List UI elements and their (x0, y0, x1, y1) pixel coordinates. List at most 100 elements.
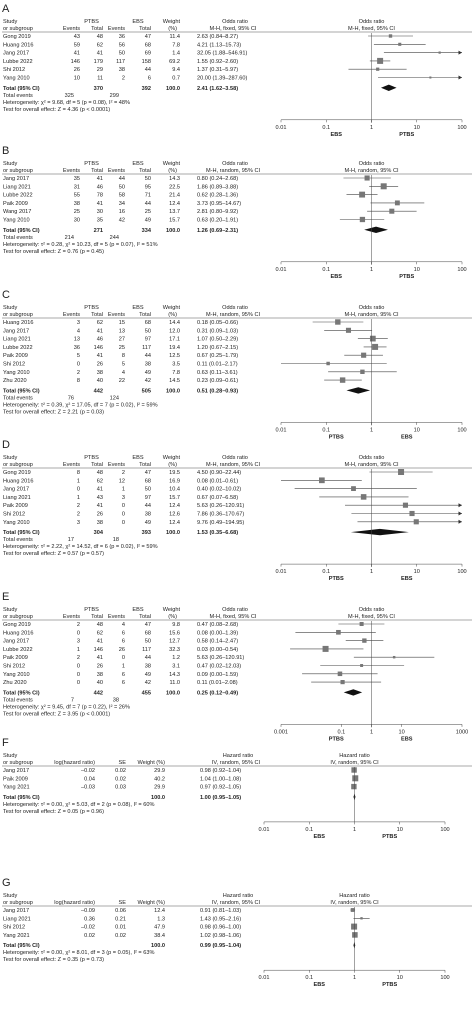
events-2: 4 (122, 370, 125, 376)
events-2: 0 (122, 655, 125, 661)
favours-right-label: EBS (401, 576, 413, 582)
events-1: 55 (74, 193, 80, 199)
total-n2: 455 (142, 690, 151, 696)
panel-letter: E (2, 591, 9, 603)
study-header: Study (3, 19, 18, 25)
events-2: 12 (119, 478, 125, 484)
total-2: 49 (145, 672, 151, 678)
total-1: 38 (97, 520, 103, 526)
total-1: 38 (97, 672, 103, 678)
total-1: 48 (97, 34, 103, 40)
effect-ci: 0.11 (0.01–2.08) (197, 680, 238, 686)
x-tick-label: 1 (370, 125, 373, 131)
panel-letter: G (2, 877, 11, 889)
study-header: Study (3, 161, 18, 167)
total-2: 47 (145, 34, 151, 40)
study-name: Shi 2012 (3, 925, 25, 931)
study-name: Wang 2017 (3, 209, 31, 215)
total-2: 38 (145, 362, 151, 368)
point-estimate (388, 34, 393, 38)
effect-ci: 0.03 (0.00–0.54) (197, 647, 238, 653)
point-estimate (335, 319, 341, 325)
total-2: 38 (145, 512, 151, 518)
total-1: 41 (97, 51, 103, 57)
effect-header: Odds ratio (222, 305, 248, 311)
events-1: 35 (74, 176, 80, 182)
total-events-1: 17 (68, 537, 74, 543)
events-1: 0 (77, 362, 80, 368)
point-estimate (351, 767, 357, 773)
events-header: Events (108, 26, 125, 32)
effect-header-sub: M-H, random, 95% CI (206, 168, 261, 174)
plot-header: Hazard ratio (339, 753, 369, 759)
favours-right-label: PTBS (382, 834, 397, 840)
point-estimate (394, 200, 400, 206)
x-tick-label: 1 (353, 827, 356, 833)
total-2: 68 (145, 478, 151, 484)
total-events-label: Total events (3, 395, 33, 401)
events-1: 10 (74, 76, 80, 82)
x-tick-label: 0.1 (322, 267, 330, 273)
events-1: 1 (77, 647, 80, 653)
events-1: 0 (77, 664, 80, 670)
events-1: 2 (77, 370, 80, 376)
point-estimate (398, 469, 405, 475)
ci-arrow (458, 75, 462, 80)
total-2: 71 (145, 193, 151, 199)
events-header: Events (108, 168, 125, 174)
events-header: Events (63, 26, 80, 32)
events-2: 0 (122, 512, 125, 518)
point-estimate (377, 57, 384, 64)
effect-ci: 4.50 (0.90–22.44) (197, 470, 241, 476)
effect-ci: 2.81 (0.80–9.92) (197, 209, 238, 215)
study-name: Paik 2009 (3, 503, 28, 509)
point-estimate (362, 638, 367, 643)
events-2: 6 (122, 680, 125, 686)
x-tick-label: 1000 (456, 729, 468, 735)
events-1: 31 (74, 184, 80, 190)
study-name: Paik 2009 (3, 776, 28, 782)
weight-header: Weight (%) (137, 760, 165, 766)
total-events-2: 244 (110, 235, 119, 241)
events-header: Events (108, 462, 125, 468)
events-1: 41 (74, 51, 80, 57)
total-1: 40 (97, 680, 103, 686)
effect-header: Odds ratio (222, 161, 248, 167)
total-header: Total (139, 168, 151, 174)
point-estimate (339, 377, 346, 383)
x-tick-label: 1 (370, 729, 373, 735)
heterogeneity-note: Heterogeneity: τ² = 0.39, χ² = 17.05, df… (3, 402, 158, 408)
group1-header: PTBS (84, 607, 99, 613)
effect-header: Hazard ratio (223, 753, 253, 759)
effect-ci: 0.18 (0.05–0.66) (197, 320, 238, 326)
heterogeneity-note: Heterogeneity: τ² = 0.00, χ² = 8.01, df … (3, 950, 154, 956)
weight-value: 12.4 (154, 908, 165, 914)
total-label: Total (95% CI) (3, 388, 40, 394)
total-1: 29 (97, 67, 103, 73)
point-estimate (402, 502, 409, 508)
ci-arrow (458, 519, 462, 524)
study-name: Liang 2021 (3, 184, 31, 190)
plot-header: Odds ratio (359, 607, 385, 613)
standard-error: 0.02 (115, 776, 126, 782)
total-weight: 100.0 (166, 530, 180, 536)
x-tick-label: 10 (414, 267, 420, 273)
effect-ci: 0.47 (0.02–12.03) (197, 664, 241, 670)
total-1: 38 (97, 370, 103, 376)
log-hazard-ratio: 0.36 (84, 916, 95, 922)
effect-ci: 1.04 (1.00–1.08) (200, 776, 241, 782)
study-header: Study (3, 753, 18, 759)
log-hazard-ratio: –0.02 (81, 768, 95, 774)
events-2: 22 (119, 378, 125, 384)
study-name: Paik 2009 (3, 201, 28, 207)
point-estimate (359, 621, 364, 627)
study-header-sub: or subgroup (3, 614, 33, 620)
effect-ci: 0.09 (0.00–1.59) (197, 672, 238, 678)
total-2: 117 (142, 647, 151, 653)
total-1: 30 (97, 209, 103, 215)
total-ci: 1.53 (0.35–6.68) (197, 530, 238, 536)
point-estimate (398, 42, 402, 46)
total-1: 41 (97, 487, 103, 493)
effect-header-sub: M-H, fixed, 95% CI (210, 26, 257, 32)
